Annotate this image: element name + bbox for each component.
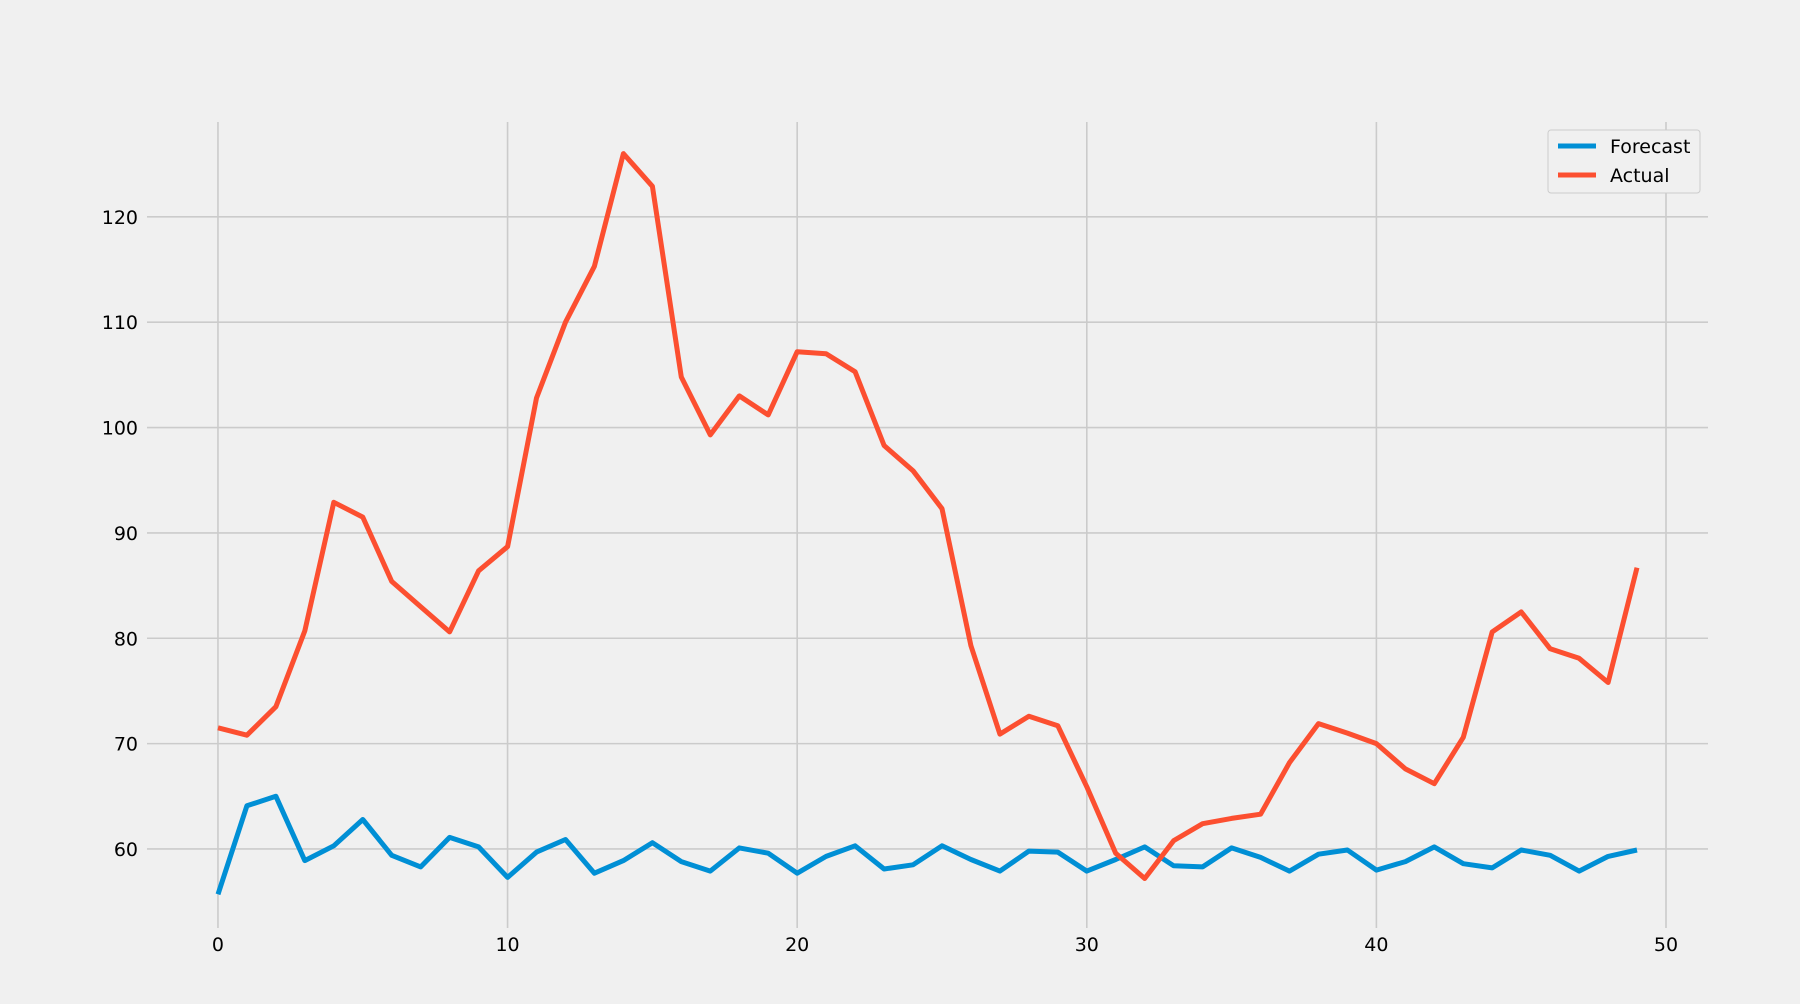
series-line-actual [218,154,1637,879]
grid [147,122,1708,928]
legend-label-actual: Actual [1610,165,1670,187]
legend-label-forecast: Forecast [1610,136,1690,158]
y-tick-label: 120 [102,207,138,229]
y-tick-label: 60 [114,839,138,861]
x-tick-label: 50 [1654,934,1678,956]
y-tick-label: 100 [102,418,138,440]
x-tick-label: 40 [1364,934,1388,956]
x-tick-label: 20 [785,934,809,956]
y-tick-label: 110 [102,312,138,334]
x-tick-label: 10 [495,934,519,956]
x-tick-label: 30 [1075,934,1099,956]
y-tick-label: 80 [114,628,138,650]
y-tick-label: 90 [114,523,138,545]
legend: Forecast Actual [1548,130,1700,193]
y-tick-label: 70 [114,734,138,756]
x-tick-label: 0 [212,934,224,956]
series-lines [218,154,1637,895]
series-line-forecast [218,796,1637,894]
